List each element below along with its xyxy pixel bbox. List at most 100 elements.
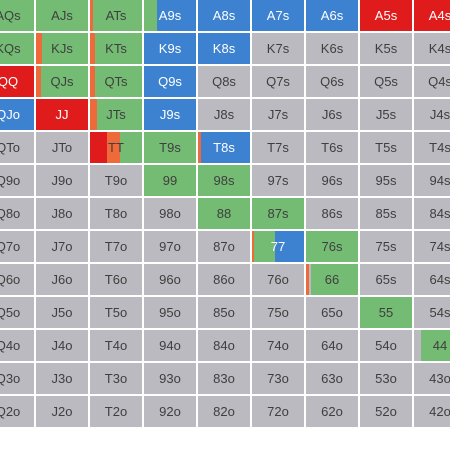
hand-cell-98s[interactable]: 98s [198,165,250,196]
hand-cell-93o[interactable]: 93o [144,363,196,394]
hand-cell-94o[interactable]: 94o [144,330,196,361]
hand-cell-jts[interactable]: JTs [90,99,142,130]
hand-cell-44[interactable]: 44 [414,330,450,361]
hand-cell-qq[interactable]: QQ [0,66,34,97]
hand-cell-q5s[interactable]: Q5s [360,66,412,97]
hand-cell-86o[interactable]: 86o [198,264,250,295]
hand-cell-a8s[interactable]: A8s [198,0,250,31]
hand-cell-j7s[interactable]: J7s [252,99,304,130]
hand-cell-q4s[interactable]: Q4s [414,66,450,97]
hand-cell-q6s[interactable]: Q6s [306,66,358,97]
hand-cell-q6o[interactable]: Q6o [0,264,34,295]
hand-cell-kts[interactable]: KTs [90,33,142,64]
hand-cell-qts[interactable]: QTs [90,66,142,97]
hand-cell-73o[interactable]: 73o [252,363,304,394]
hand-cell-t7s[interactable]: T7s [252,132,304,163]
hand-cell-q8o[interactable]: Q8o [0,198,34,229]
hand-cell-74s[interactable]: 74s [414,231,450,262]
hand-cell-ajs[interactable]: AJs [36,0,88,31]
hand-cell-q7o[interactable]: Q7o [0,231,34,262]
hand-cell-j6o[interactable]: J6o [36,264,88,295]
hand-cell-j8o[interactable]: J8o [36,198,88,229]
hand-cell-64s[interactable]: 64s [414,264,450,295]
hand-cell-84s[interactable]: 84s [414,198,450,229]
hand-cell-t8s[interactable]: T8s [198,132,250,163]
hand-cell-a9s[interactable]: A9s [144,0,196,31]
hand-cell-92o[interactable]: 92o [144,396,196,427]
hand-cell-j5o[interactable]: J5o [36,297,88,328]
hand-cell-98o[interactable]: 98o [144,198,196,229]
hand-cell-j3o[interactable]: J3o [36,363,88,394]
hand-cell-a7s[interactable]: A7s [252,0,304,31]
hand-cell-95o[interactable]: 95o [144,297,196,328]
hand-cell-jj[interactable]: JJ [36,99,88,130]
hand-cell-j6s[interactable]: J6s [306,99,358,130]
hand-cell-96o[interactable]: 96o [144,264,196,295]
hand-cell-83o[interactable]: 83o [198,363,250,394]
hand-cell-54o[interactable]: 54o [360,330,412,361]
hand-cell-84o[interactable]: 84o [198,330,250,361]
hand-cell-74o[interactable]: 74o [252,330,304,361]
hand-cell-q9s[interactable]: Q9s [144,66,196,97]
hand-cell-a6s[interactable]: A6s [306,0,358,31]
hand-cell-kjs[interactable]: KJs [36,33,88,64]
hand-cell-a5s[interactable]: A5s [360,0,412,31]
hand-cell-76s[interactable]: 76s [306,231,358,262]
hand-cell-k9s[interactable]: K9s [144,33,196,64]
hand-cell-t6s[interactable]: T6s [306,132,358,163]
hand-cell-q7s[interactable]: Q7s [252,66,304,97]
hand-cell-j5s[interactable]: J5s [360,99,412,130]
hand-cell-k7s[interactable]: K7s [252,33,304,64]
hand-cell-q5o[interactable]: Q5o [0,297,34,328]
hand-cell-t7o[interactable]: T7o [90,231,142,262]
hand-cell-j4o[interactable]: J4o [36,330,88,361]
hand-cell-t5s[interactable]: T5s [360,132,412,163]
hand-cell-82o[interactable]: 82o [198,396,250,427]
hand-cell-97o[interactable]: 97o [144,231,196,262]
hand-cell-tt[interactable]: TT [90,132,142,163]
hand-cell-63o[interactable]: 63o [306,363,358,394]
hand-cell-62o[interactable]: 62o [306,396,358,427]
hand-cell-87s[interactable]: 87s [252,198,304,229]
hand-cell-k8s[interactable]: K8s [198,33,250,64]
hand-cell-95s[interactable]: 95s [360,165,412,196]
hand-cell-t4s[interactable]: T4s [414,132,450,163]
hand-cell-j8s[interactable]: J8s [198,99,250,130]
hand-cell-99[interactable]: 99 [144,165,196,196]
hand-cell-55[interactable]: 55 [360,297,412,328]
hand-cell-j7o[interactable]: J7o [36,231,88,262]
hand-cell-85o[interactable]: 85o [198,297,250,328]
hand-cell-42o[interactable]: 42o [414,396,450,427]
hand-cell-97s[interactable]: 97s [252,165,304,196]
hand-cell-k6s[interactable]: K6s [306,33,358,64]
hand-cell-j4s[interactable]: J4s [414,99,450,130]
hand-cell-qjs[interactable]: QJs [36,66,88,97]
hand-cell-j2o[interactable]: J2o [36,396,88,427]
hand-cell-85s[interactable]: 85s [360,198,412,229]
hand-cell-t4o[interactable]: T4o [90,330,142,361]
hand-cell-kqs[interactable]: KQs [0,33,34,64]
hand-cell-87o[interactable]: 87o [198,231,250,262]
hand-cell-96s[interactable]: 96s [306,165,358,196]
hand-cell-72o[interactable]: 72o [252,396,304,427]
hand-cell-q3o[interactable]: Q3o [0,363,34,394]
hand-cell-j9o[interactable]: J9o [36,165,88,196]
hand-cell-q2o[interactable]: Q2o [0,396,34,427]
hand-cell-k4s[interactable]: K4s [414,33,450,64]
hand-cell-q4o[interactable]: Q4o [0,330,34,361]
hand-cell-aqs[interactable]: AQs [0,0,34,31]
hand-cell-53o[interactable]: 53o [360,363,412,394]
hand-cell-75o[interactable]: 75o [252,297,304,328]
hand-cell-88[interactable]: 88 [198,198,250,229]
hand-cell-t6o[interactable]: T6o [90,264,142,295]
hand-cell-75s[interactable]: 75s [360,231,412,262]
hand-cell-52o[interactable]: 52o [360,396,412,427]
hand-cell-64o[interactable]: 64o [306,330,358,361]
hand-cell-94s[interactable]: 94s [414,165,450,196]
hand-cell-43o[interactable]: 43o [414,363,450,394]
hand-cell-t8o[interactable]: T8o [90,198,142,229]
hand-cell-k5s[interactable]: K5s [360,33,412,64]
hand-cell-86s[interactable]: 86s [306,198,358,229]
hand-cell-q8s[interactable]: Q8s [198,66,250,97]
hand-cell-65o[interactable]: 65o [306,297,358,328]
